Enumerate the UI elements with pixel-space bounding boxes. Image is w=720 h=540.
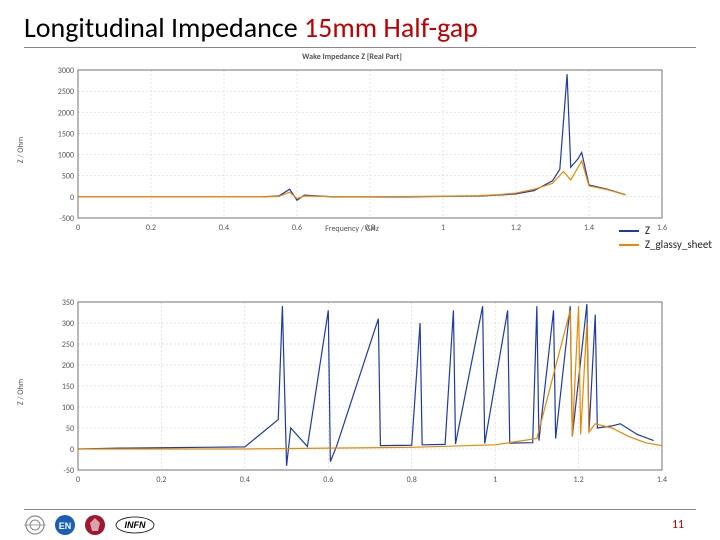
svg-text:1.4: 1.4 bbox=[657, 475, 667, 485]
svg-text:INFN: INFN bbox=[125, 520, 146, 530]
chart-bottom: -5005010015020025030035000.20.40.60.811.… bbox=[32, 292, 672, 492]
svg-text:0.4: 0.4 bbox=[219, 223, 229, 233]
svg-text:1000: 1000 bbox=[58, 151, 74, 161]
svg-text:2500: 2500 bbox=[58, 87, 74, 97]
svg-text:350: 350 bbox=[62, 298, 74, 308]
crest-logo-icon bbox=[84, 514, 106, 536]
svg-text:0.2: 0.2 bbox=[146, 223, 156, 233]
legend-item: Z_glassy_sheet bbox=[619, 238, 712, 252]
chart-top-ylabel: Z / Ohm bbox=[16, 137, 26, 163]
footer-divider bbox=[24, 509, 696, 510]
svg-text:0.4: 0.4 bbox=[240, 475, 250, 485]
svg-text:0.8: 0.8 bbox=[407, 475, 417, 485]
infn-logo-icon: INFN bbox=[114, 514, 156, 536]
legend-item: Z bbox=[619, 224, 712, 238]
chart-top-xlabel: Frequency / GHz bbox=[325, 224, 379, 234]
svg-text:0.6: 0.6 bbox=[292, 223, 302, 233]
svg-text:0.6: 0.6 bbox=[323, 475, 333, 485]
chart-top: -50005001000150020002500300000.20.40.60.… bbox=[32, 60, 672, 240]
legend-label: Z bbox=[645, 224, 650, 238]
svg-text:0: 0 bbox=[70, 193, 74, 203]
svg-text:200: 200 bbox=[62, 361, 74, 371]
footer-logos: EN INFN bbox=[24, 514, 156, 536]
svg-text:1.2: 1.2 bbox=[511, 223, 521, 233]
page-title: Longitudinal Impedance 15mm Half-gap bbox=[24, 10, 696, 45]
chart-top-title: Wake Impedance Z [Real Part] bbox=[302, 52, 402, 62]
title-underline bbox=[24, 47, 696, 48]
legend-swatch-icon bbox=[619, 244, 639, 246]
svg-text:EN: EN bbox=[59, 521, 72, 531]
svg-text:-50: -50 bbox=[63, 466, 74, 476]
svg-text:0.2: 0.2 bbox=[156, 475, 166, 485]
svg-text:500: 500 bbox=[62, 172, 74, 182]
svg-text:1500: 1500 bbox=[58, 129, 74, 139]
legend-label: Z_glassy_sheet bbox=[645, 238, 712, 252]
en-logo-icon: EN bbox=[54, 514, 76, 536]
svg-text:1: 1 bbox=[493, 475, 497, 485]
cern-logo-icon bbox=[24, 514, 46, 536]
title-plain: Longitudinal Impedance bbox=[24, 10, 304, 45]
svg-text:1: 1 bbox=[441, 223, 445, 233]
svg-text:0: 0 bbox=[76, 475, 80, 485]
svg-text:3000: 3000 bbox=[58, 66, 74, 76]
svg-text:150: 150 bbox=[62, 382, 74, 392]
title-accent: 15mm Half-gap bbox=[304, 10, 478, 45]
svg-text:50: 50 bbox=[66, 424, 74, 434]
page-number: 11 bbox=[672, 518, 684, 532]
legend-swatch-icon bbox=[619, 230, 639, 232]
legend: Z Z_glassy_sheet bbox=[619, 224, 712, 252]
svg-text:250: 250 bbox=[62, 340, 74, 350]
svg-text:1.4: 1.4 bbox=[584, 223, 594, 233]
svg-text:1.2: 1.2 bbox=[574, 475, 584, 485]
svg-text:0: 0 bbox=[76, 223, 80, 233]
svg-text:300: 300 bbox=[62, 319, 74, 329]
svg-text:0: 0 bbox=[70, 445, 74, 455]
svg-text:100: 100 bbox=[62, 403, 74, 413]
svg-text:2000: 2000 bbox=[58, 108, 74, 118]
svg-text:-500: -500 bbox=[59, 214, 74, 224]
chart-bottom-ylabel: Z / Ohm bbox=[16, 379, 26, 405]
